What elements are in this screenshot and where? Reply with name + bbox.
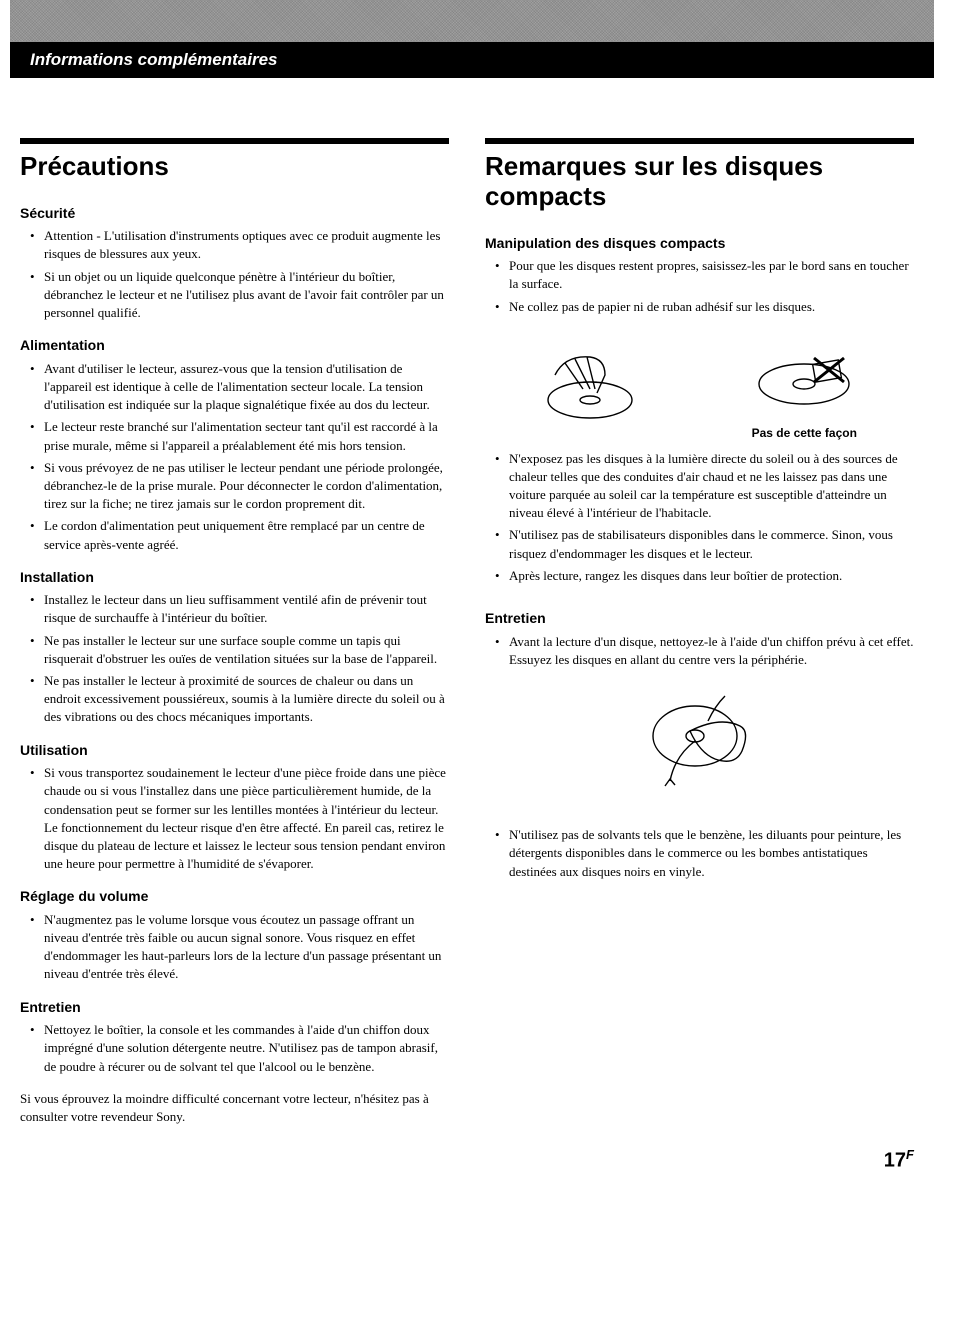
heading-rule — [20, 138, 449, 144]
list-item: Après lecture, rangez les disques dans l… — [499, 567, 914, 585]
section-header-title: Informations complémentaires — [30, 50, 278, 69]
section-header-bar: Informations complémentaires — [10, 42, 934, 78]
left-column: Précautions Sécurité Attention - L'utilis… — [20, 138, 449, 1126]
list-item: Si un objet ou un liquide quelconque pén… — [34, 268, 449, 323]
list-item: Pour que les disques restent propres, sa… — [499, 257, 914, 293]
figure-hold-disc-wrong: Pas de cette façon — [744, 334, 864, 442]
list-item: Le cordon d'alimentation peut uniquement… — [34, 517, 449, 553]
bullet-list: Attention - L'utilisation d'instruments … — [20, 227, 449, 322]
list-item: N'exposez pas les disques à la lumière d… — [499, 450, 914, 523]
figure-caption-wrong: Pas de cette façon — [744, 425, 864, 442]
subheading: Entretien — [20, 998, 449, 1018]
subheading: Alimentation — [20, 336, 449, 356]
bullet-list: Si vous transportez soudainement le lect… — [20, 764, 449, 873]
subheading: Sécurité — [20, 204, 449, 224]
subheading-manipulation: Manipulation des disques compacts — [485, 234, 914, 254]
bullet-list: N'utilisez pas de solvants tels que le b… — [485, 826, 914, 881]
figure-row-handling: Pas de cette façon — [485, 334, 914, 442]
closing-paragraph: Si vous éprouvez la moindre difficulté c… — [20, 1090, 449, 1126]
list-item: Si vous prévoyez de ne pas utiliser le l… — [34, 459, 449, 514]
list-item: Attention - L'utilisation d'instruments … — [34, 227, 449, 263]
list-item: Avant d'utiliser le lecteur, assurez-vou… — [34, 360, 449, 415]
bullet-list: Installez le lecteur dans un lieu suffis… — [20, 591, 449, 726]
list-item: N'augmentez pas le volume lorsque vous é… — [34, 911, 449, 984]
list-item: Ne pas installer le lecteur à proximité … — [34, 672, 449, 727]
subheading-entretien: Entretien — [485, 609, 914, 629]
bullet-list: Nettoyez le boîtier, la console et les c… — [20, 1021, 449, 1076]
list-item: Ne collez pas de papier ni de ruban adhé… — [499, 298, 914, 316]
subheading: Utilisation — [20, 741, 449, 761]
bullet-list: Pour que les disques restent propres, sa… — [485, 257, 914, 316]
right-title: Remarques sur les disques compacts — [485, 152, 914, 212]
page-number-value: 17 — [884, 1150, 906, 1172]
bullet-list: Avant d'utiliser le lecteur, assurez-vou… — [20, 360, 449, 554]
heading-rule — [485, 138, 914, 144]
list-item: N'utilisez pas de solvants tels que le b… — [499, 826, 914, 881]
bullet-list: N'exposez pas les disques à la lumière d… — [485, 450, 914, 585]
figure-wipe-disc — [485, 681, 914, 806]
list-item: Le lecteur reste branché sur l'alimentat… — [34, 418, 449, 454]
right-column: Remarques sur les disques compacts Manip… — [485, 138, 914, 1126]
subheading: Installation — [20, 568, 449, 588]
list-item: Nettoyez le boîtier, la console et les c… — [34, 1021, 449, 1076]
list-item: N'utilisez pas de stabilisateurs disponi… — [499, 526, 914, 562]
list-item: Si vous transportez soudainement le lect… — [34, 764, 449, 873]
list-item: Avant la lecture d'un disque, nettoyez-l… — [499, 633, 914, 669]
scan-noise-band — [10, 0, 934, 42]
page-number: 17F — [0, 1146, 954, 1195]
subheading: Réglage du volume — [20, 887, 449, 907]
left-title: Précautions — [20, 152, 449, 182]
list-item: Installez le lecteur dans un lieu suffis… — [34, 591, 449, 627]
two-column-layout: Précautions Sécurité Attention - L'utilis… — [0, 78, 954, 1146]
bullet-list: N'augmentez pas le volume lorsque vous é… — [20, 911, 449, 984]
bullet-list: Avant la lecture d'un disque, nettoyez-l… — [485, 633, 914, 669]
list-item: Ne pas installer le lecteur sur une surf… — [34, 632, 449, 668]
figure-hold-disc-correct — [535, 345, 645, 430]
page-number-suffix: F — [906, 1147, 914, 1162]
